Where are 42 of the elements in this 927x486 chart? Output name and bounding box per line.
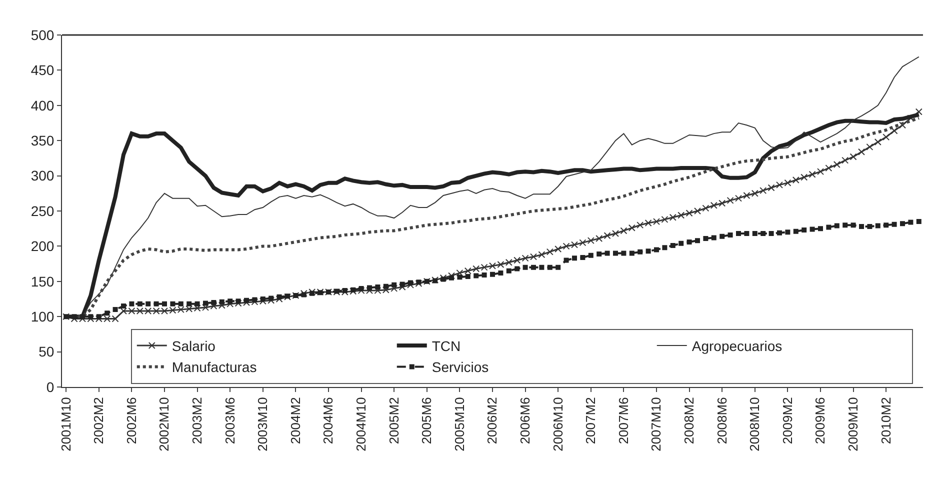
x-tick-label: 2009M2	[780, 397, 795, 444]
legend-label: TCN	[432, 338, 461, 354]
x-tick-label: 2006M10	[550, 397, 566, 452]
x-tick-label: 2006M6	[518, 397, 533, 444]
x-tick-label: 2004M10	[354, 397, 369, 452]
x-tick-label: 2005M10	[452, 397, 467, 452]
x-tick-label: 2004M6	[320, 397, 336, 444]
x-tick-label: 2010M2	[878, 397, 894, 444]
y-tick-label: 250	[30, 202, 54, 219]
x-tick-label: 2009M10	[846, 397, 861, 452]
x-tick-label: 2006M2	[484, 397, 500, 444]
x-tick-label: 2008M6	[714, 397, 730, 444]
y-tick-label: 500	[30, 26, 54, 43]
x-tick-label: 2003M2	[190, 397, 205, 444]
x-tick-label: 2002M6	[124, 397, 139, 444]
x-tick-label: 2007M2	[583, 397, 598, 444]
y-tick-label: 200	[30, 238, 54, 254]
x-tick-label: 2002M10	[156, 397, 172, 452]
legend-label: Agropecuarios	[692, 338, 782, 354]
y-tick-label: 350	[30, 132, 54, 148]
y-tick-label: 0	[46, 378, 54, 395]
x-tick-label: 2002M2	[91, 397, 106, 444]
x-tick-label: 2004M2	[288, 397, 303, 444]
y-tick-label: 150	[30, 273, 54, 290]
x-tick-label: 2008M10	[747, 397, 762, 452]
y-tick-label: 400	[30, 97, 54, 114]
y-tick-label: 50	[38, 344, 54, 360]
y-tick-label: 450	[30, 62, 54, 78]
x-tick-label: 2007M6	[616, 397, 631, 444]
x-tick-label: 2003M10	[255, 397, 270, 452]
x-tick-label: 2008M2	[682, 397, 697, 444]
x-tick-label: 2009M6	[812, 397, 828, 444]
legend-label: Manufacturas	[172, 359, 257, 376]
x-tick-label: 2005M2	[386, 397, 402, 444]
legend-label: Servicios	[432, 359, 489, 376]
x-tick-label: 2007M10	[648, 397, 664, 452]
legend-label: Salario	[172, 338, 216, 354]
x-tick-label: 2001M10	[58, 397, 74, 452]
x-tick-label: 2005M6	[419, 397, 434, 444]
x-tick-label: 2003M6	[222, 397, 238, 444]
y-tick-label: 100	[30, 308, 54, 324]
y-tick-label: 300	[30, 168, 54, 184]
